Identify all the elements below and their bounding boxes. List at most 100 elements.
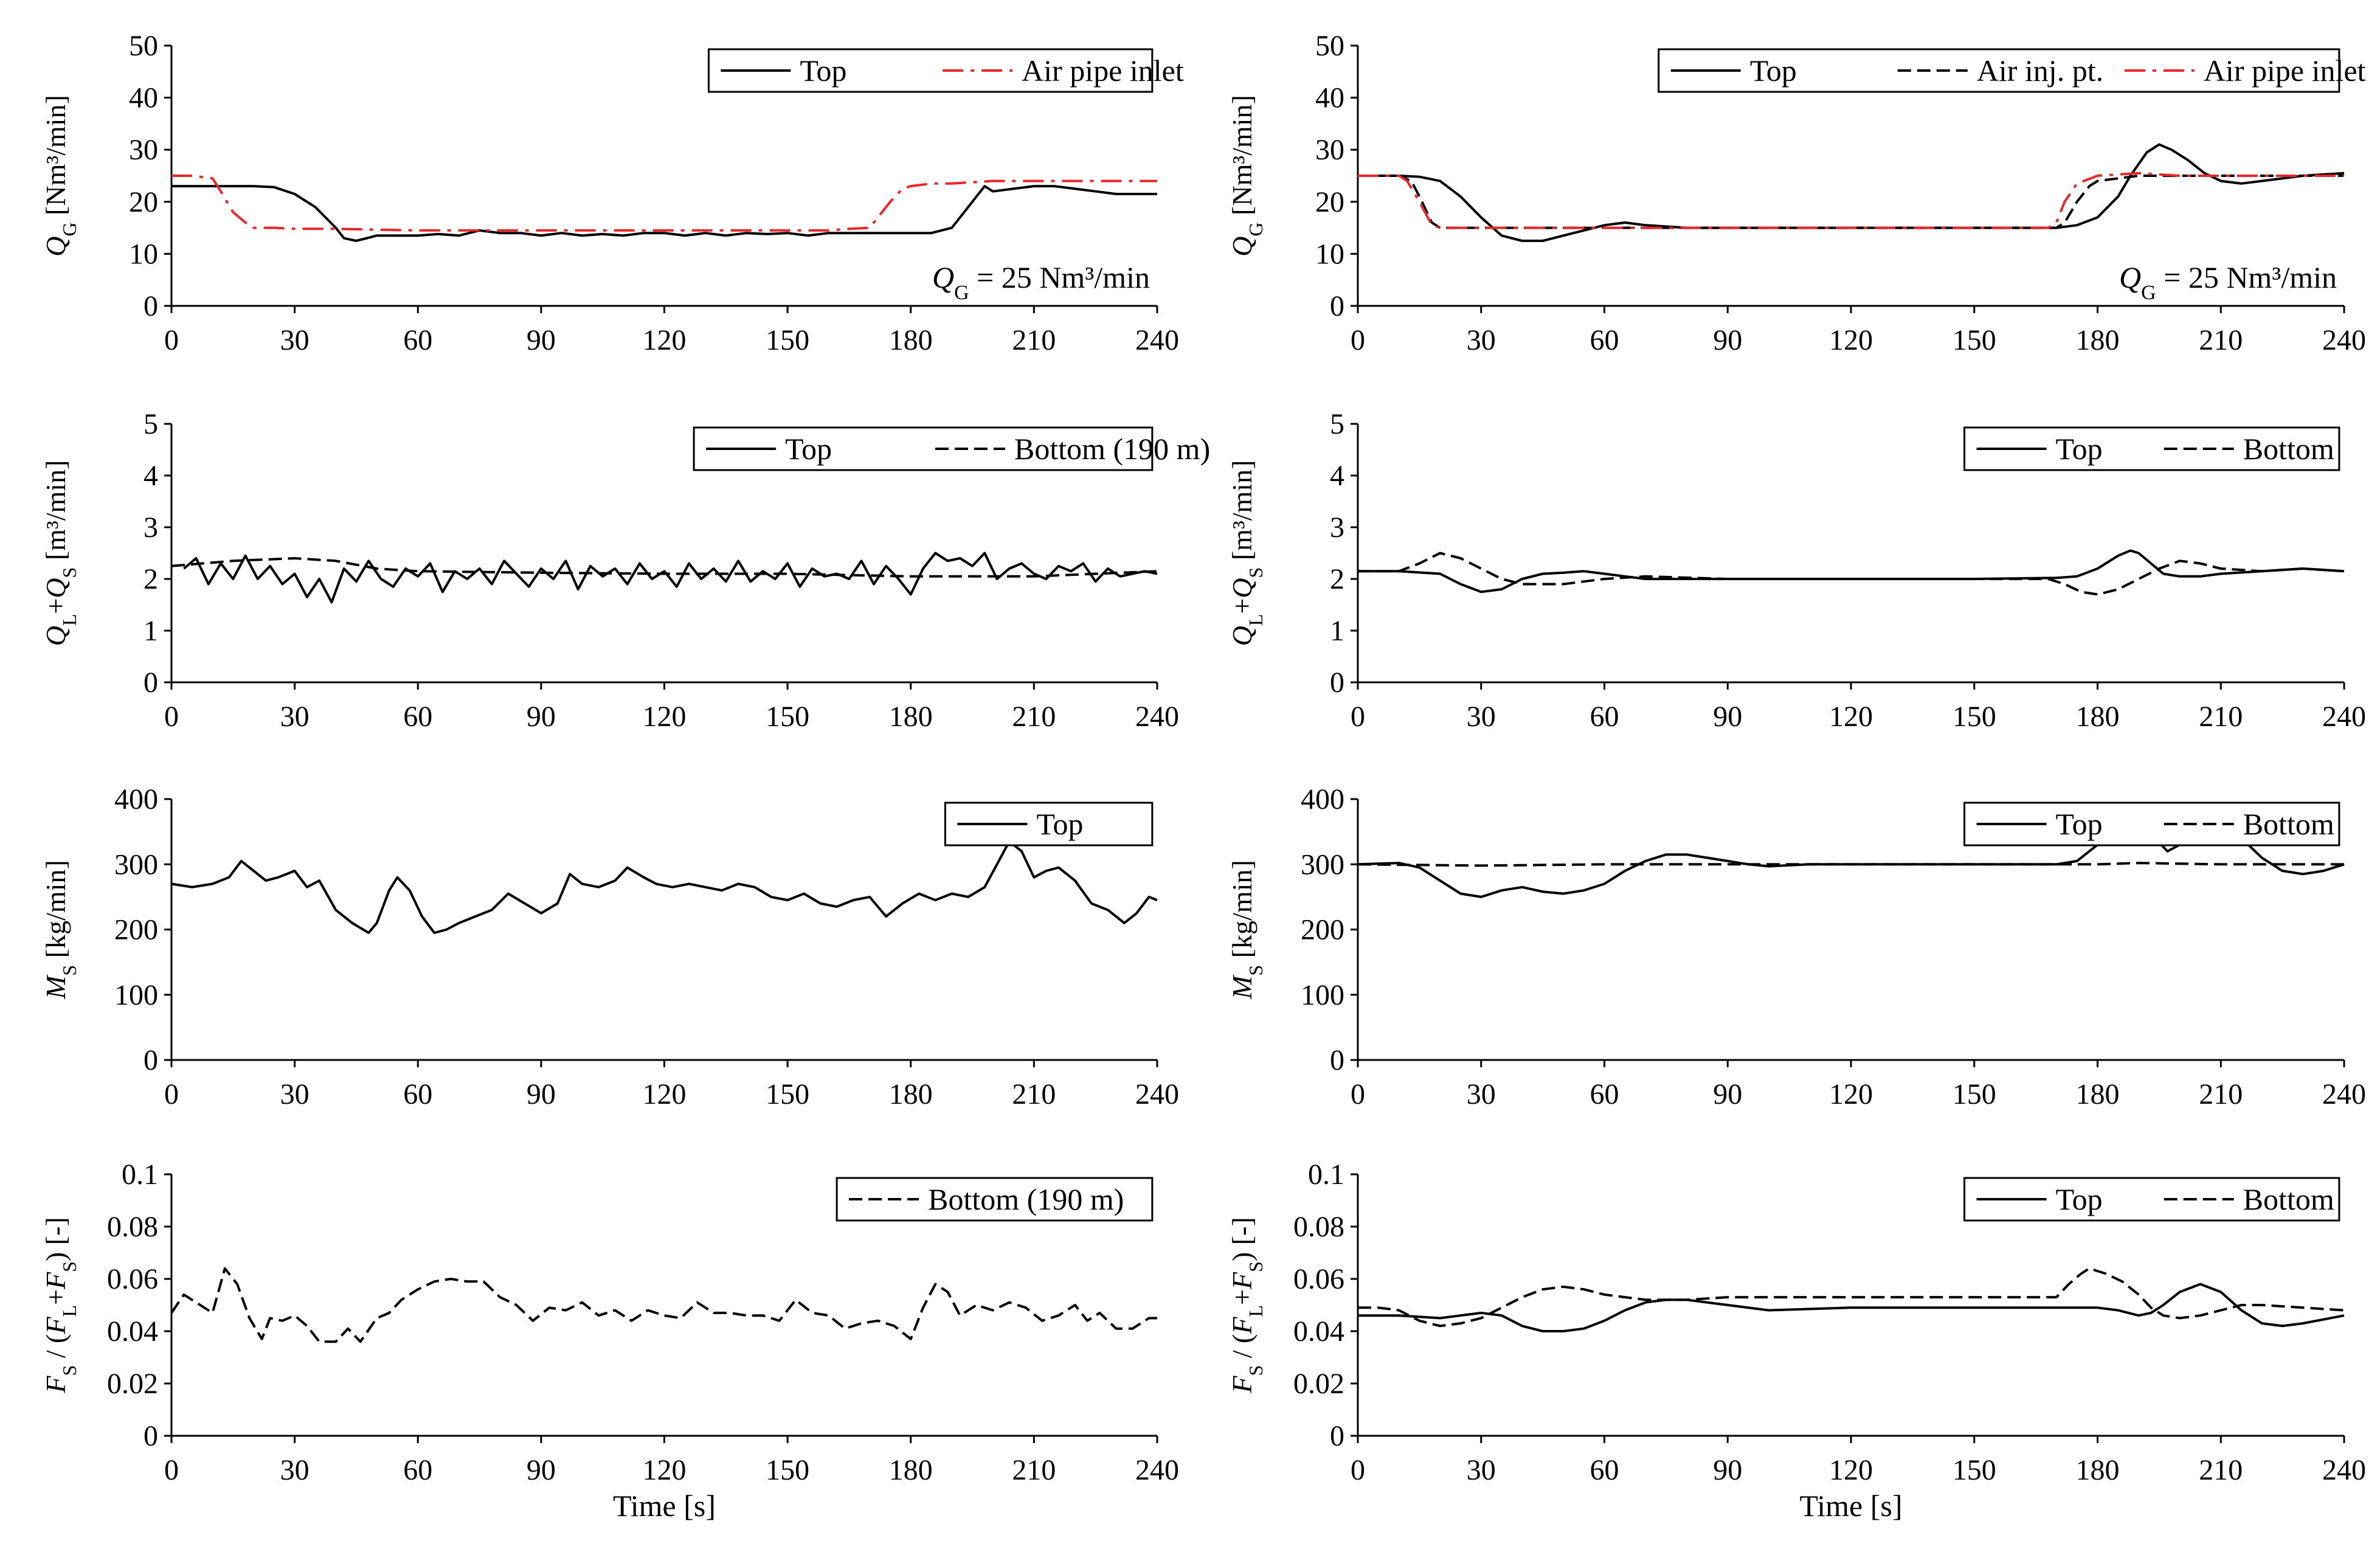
x-tick-label: 30 [280, 1454, 310, 1486]
x-tick-label: 0 [1351, 324, 1365, 356]
x-tick-label: 0 [164, 1078, 179, 1110]
x-tick-label: 30 [1467, 701, 1496, 733]
x-tick-label: 180 [2076, 701, 2120, 733]
x-tick-label: 240 [1135, 1454, 1179, 1486]
y-tick-label: 0 [144, 290, 158, 322]
y-tick-label: 50 [129, 30, 158, 62]
x-tick-label: 60 [403, 1454, 432, 1486]
y-tick-label: 0 [144, 1044, 158, 1076]
y-tick-label: 0.1 [1308, 1158, 1344, 1191]
x-tick-label: 150 [1953, 1078, 1996, 1110]
x-tick-label: 210 [2199, 1078, 2243, 1110]
x-tick-label: 0 [1351, 1078, 1365, 1110]
x-tick-label: 30 [1467, 1078, 1496, 1110]
x-tick-label: 150 [766, 324, 809, 356]
series-line-bottom [1357, 862, 2344, 867]
x-tick-label: 60 [403, 701, 432, 733]
x-tick-label: 0 [1351, 701, 1365, 733]
y-tick-label: 400 [1301, 783, 1344, 816]
x-tick-label: 60 [403, 1078, 432, 1110]
x-tick-label: 90 [1713, 1078, 1742, 1110]
legend-label: Air inj. pt. [1977, 54, 2103, 88]
y-tick-label: 20 [129, 186, 158, 218]
y-tick-label: 20 [1315, 186, 1344, 218]
series-line-air-inj-pt [1358, 175, 2344, 229]
x-tick-label: 60 [1590, 1078, 1619, 1110]
y-tick-label: 0.08 [107, 1211, 158, 1243]
y-axis-label: QL+QS [m³/min] [1226, 460, 1267, 646]
chart-panel-R3: 0 100 200 300 400 0 30 60 90 120 150 180 210 240 MS [k… [1226, 783, 2366, 1110]
y-tick-label: 10 [1315, 238, 1344, 270]
x-tick-label: 240 [2322, 1454, 2366, 1486]
y-tick-label: 0.06 [1293, 1263, 1344, 1295]
legend-label: Top [1750, 54, 1797, 88]
y-tick-label: 0.08 [1293, 1211, 1344, 1243]
legend-box [1658, 48, 2340, 93]
series-line-top [1358, 1283, 2345, 1332]
y-tick-label: 100 [1301, 979, 1344, 1011]
y-axis-label: FS / (FL+FS) [-] [1226, 1217, 1267, 1393]
x-tick-label: 240 [2322, 324, 2366, 356]
legend-label: Top [2056, 807, 2103, 841]
legend-label: Top [2056, 1182, 2103, 1216]
x-tick-label: 180 [889, 324, 933, 356]
chart-panel-L3: 0 100 200 300 400 0 30 60 90 120 150 180 210 240 MS [k… [40, 783, 1179, 1110]
x-tick-label: 30 [280, 1078, 310, 1110]
legend-label: Air pipe inlet [2204, 54, 2366, 88]
x-axis-label: Time [s] [613, 1489, 716, 1523]
y-tick-label: 1 [144, 615, 158, 647]
y-tick-label: 0.02 [1293, 1368, 1344, 1400]
series-line-bottom [1358, 552, 2345, 596]
x-tick-label: 60 [403, 324, 432, 356]
y-tick-label: 0.02 [107, 1368, 158, 1400]
x-tick-label: 0 [164, 324, 179, 356]
y-tick-label: 0.06 [107, 1263, 158, 1295]
y-tick-label: 0 [1330, 290, 1344, 322]
y-tick-label: 0 [144, 667, 158, 699]
x-tick-label: 180 [2076, 324, 2120, 356]
x-tick-label: 210 [2199, 1454, 2243, 1486]
x-tick-label: 210 [1012, 1078, 1056, 1110]
chart-panel-L4: 0 0.02 0.04 0.06 0.08 0.1 0 30 60 90 120 150 180 210 2… [40, 1158, 1179, 1523]
x-tick-label: 180 [2076, 1454, 2120, 1486]
x-tick-label: 210 [1012, 324, 1056, 356]
x-tick-label: 210 [1012, 1454, 1056, 1486]
x-tick-label: 30 [1467, 324, 1496, 356]
x-tick-label: 150 [1953, 701, 1996, 733]
x-tick-label: 120 [1829, 701, 1873, 733]
series-line-bottom-190-m [170, 1267, 1157, 1343]
x-tick-label: 240 [1135, 324, 1179, 356]
y-tick-label: 0 [1330, 667, 1344, 699]
series-line-air-pipe-inlet [1358, 171, 2344, 229]
x-tick-label: 90 [527, 324, 556, 356]
y-tick-label: 30 [129, 134, 158, 166]
y-tick-label: 300 [1301, 848, 1344, 881]
x-tick-label: 30 [280, 324, 310, 356]
y-tick-label: 0 [1330, 1420, 1344, 1452]
x-tick-label: 120 [1829, 1454, 1873, 1486]
x-tick-label: 90 [1713, 701, 1742, 733]
legend-label: Bottom [2243, 1182, 2334, 1216]
x-tick-label: 60 [1590, 324, 1619, 356]
chart-panel-R1: 0 10 20 30 40 50 0 30 60 90 120 150 180 210 240 QG [Nm³… [1226, 30, 2366, 356]
y-tick-label: 5 [144, 408, 158, 440]
y-axis-label: QG [Nm³/min] [40, 95, 80, 257]
x-tick-label: 150 [766, 1078, 809, 1110]
x-tick-label: 150 [1953, 324, 1996, 356]
x-tick-label: 180 [889, 1078, 933, 1110]
x-tick-label: 150 [766, 701, 809, 733]
series-line-top [183, 552, 1158, 604]
x-tick-label: 30 [1467, 1454, 1496, 1486]
series-line-top [171, 185, 1157, 242]
y-tick-label: 0 [144, 1420, 158, 1452]
y-tick-label: 4 [144, 460, 158, 492]
x-tick-label: 120 [643, 1454, 687, 1486]
series-line-bottom [1358, 1267, 2345, 1328]
x-tick-label: 240 [1135, 1078, 1179, 1110]
y-tick-label: 0.04 [1293, 1315, 1344, 1348]
x-tick-label: 90 [1713, 1454, 1742, 1486]
y-tick-label: 4 [1330, 460, 1344, 492]
x-tick-label: 90 [1713, 324, 1742, 356]
legend-label: Top [785, 432, 832, 466]
